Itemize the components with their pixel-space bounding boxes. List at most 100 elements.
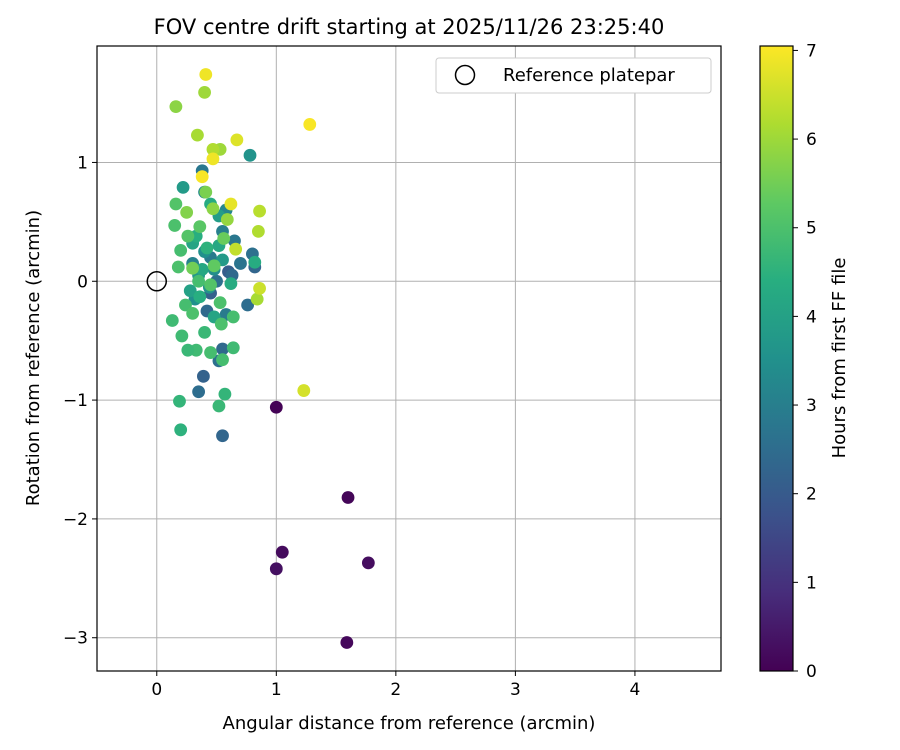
x-tick-label: 3 xyxy=(510,680,521,700)
data-point xyxy=(303,118,317,131)
y-tick-label: 1 xyxy=(77,153,88,173)
y-tick-label: −1 xyxy=(63,391,88,411)
y-tick-label: 0 xyxy=(77,272,88,292)
data-point xyxy=(214,317,228,331)
data-point xyxy=(340,636,354,649)
x-axis-ticks: 0 1 2 3 4 xyxy=(151,671,640,700)
data-point xyxy=(200,241,214,255)
colorbar-tick-label: 3 xyxy=(806,396,817,416)
data-point xyxy=(198,85,211,99)
data-point xyxy=(168,219,182,232)
data-point xyxy=(218,387,232,401)
data-point xyxy=(275,545,289,559)
data-point xyxy=(341,491,355,504)
data-point xyxy=(230,133,244,147)
data-point xyxy=(229,242,243,256)
x-axis-label: Angular distance from reference (arcmin) xyxy=(223,713,596,734)
data-point xyxy=(216,353,229,367)
data-point xyxy=(248,255,262,269)
data-point xyxy=(199,185,213,199)
legend-box xyxy=(435,57,712,94)
data-point xyxy=(186,306,200,320)
colorbar-tick-label: 7 xyxy=(806,41,817,61)
data-point xyxy=(174,423,188,437)
data-point xyxy=(169,197,183,211)
data-point xyxy=(196,369,210,383)
data-point xyxy=(269,400,283,414)
data-point xyxy=(216,429,229,443)
colorbar-gradient xyxy=(760,46,793,671)
y-tick-label: −3 xyxy=(63,629,88,649)
grid-lines xyxy=(97,46,721,671)
data-point xyxy=(186,261,200,275)
data-point xyxy=(253,281,266,295)
data-point xyxy=(192,274,206,288)
data-point xyxy=(174,243,188,257)
data-point xyxy=(193,220,207,234)
data-point xyxy=(241,298,255,312)
data-points xyxy=(165,68,375,649)
data-point xyxy=(224,197,238,211)
data-point xyxy=(269,562,283,576)
data-point xyxy=(207,259,221,273)
y-tick-label: −2 xyxy=(63,510,88,530)
data-point xyxy=(206,202,220,216)
data-point xyxy=(175,329,189,343)
data-point xyxy=(216,342,229,356)
data-point xyxy=(206,152,220,166)
data-point xyxy=(183,284,197,298)
colorbar-tick-label: 1 xyxy=(806,573,817,593)
colorbar-tick-label: 0 xyxy=(806,662,817,682)
data-point xyxy=(213,296,227,310)
reference-platepar-point xyxy=(146,271,168,292)
data-point xyxy=(193,290,207,304)
data-point xyxy=(171,260,185,274)
data-point xyxy=(217,232,231,245)
colorbar-tick-label: 5 xyxy=(806,219,817,239)
legend: Reference platepar xyxy=(435,57,712,94)
data-point xyxy=(204,346,217,359)
x-tick-label: 0 xyxy=(151,680,162,700)
data-point xyxy=(243,148,257,162)
colorbar-label: Hours from first FF file xyxy=(829,258,850,459)
data-point xyxy=(212,399,226,413)
data-point xyxy=(181,343,195,357)
colorbar-ticks: 0 1 2 3 4 5 6 7 xyxy=(793,41,817,682)
data-point xyxy=(176,180,190,194)
legend-reference-marker xyxy=(454,64,476,86)
data-point xyxy=(226,310,240,324)
x-tick-label: 2 xyxy=(390,680,401,700)
data-point xyxy=(250,292,264,306)
colorbar-tick-label: 6 xyxy=(806,130,817,150)
data-point xyxy=(165,314,179,327)
plot-frame xyxy=(96,45,722,672)
data-point xyxy=(192,385,206,399)
legend-label: Reference platepar xyxy=(503,65,675,86)
data-point xyxy=(180,205,194,219)
chart-title: FOV centre drift starting at 2025/11/26 … xyxy=(154,15,665,39)
colorbar-frame xyxy=(759,45,794,672)
data-point xyxy=(195,262,209,276)
data-point xyxy=(253,204,266,218)
data-point xyxy=(179,298,192,312)
data-point xyxy=(173,394,186,408)
data-point xyxy=(251,224,265,238)
data-point xyxy=(206,142,220,156)
data-point xyxy=(224,277,238,291)
data-point xyxy=(234,257,247,270)
reference-marker xyxy=(146,271,168,292)
data-point xyxy=(199,68,213,81)
data-point xyxy=(361,556,375,570)
x-tick-label: 4 xyxy=(630,680,641,700)
data-point xyxy=(195,170,209,184)
data-point xyxy=(169,100,183,113)
x-tick-label: 1 xyxy=(271,680,282,700)
y-axis-label: Rotation from reference (arcmin) xyxy=(23,210,44,506)
colorbar-tick-label: 4 xyxy=(806,307,817,327)
y-axis-ticks: −3 −2 −1 0 1 xyxy=(63,153,97,649)
colorbar-tick-label: 2 xyxy=(806,485,817,505)
data-point xyxy=(204,278,217,292)
data-point xyxy=(226,341,240,355)
colorbar: 0 1 2 3 4 5 6 7 Hours from first FF file xyxy=(759,41,850,682)
